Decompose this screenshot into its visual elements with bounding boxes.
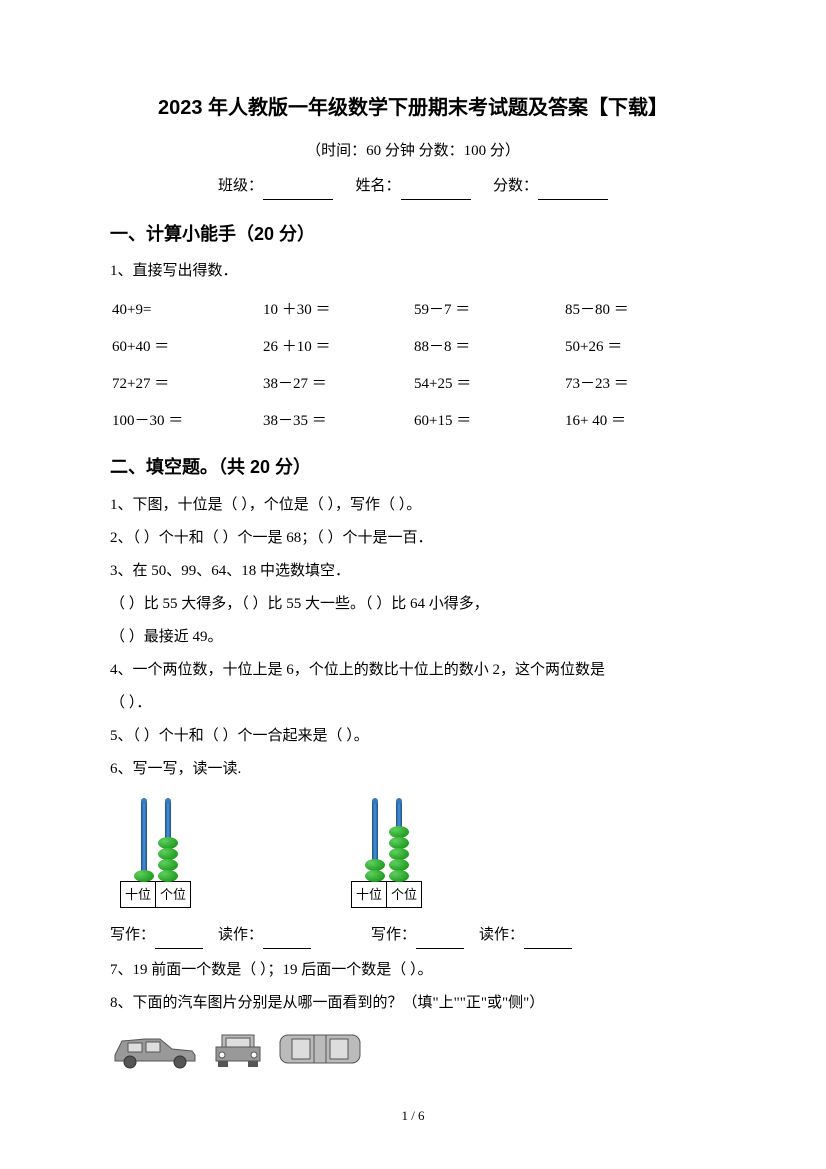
- calc-row: 40+9= 10 ＋30 ＝ 59－7 ＝ 85－80 ＝: [112, 293, 714, 328]
- abacus-ones-rod: [396, 801, 402, 881]
- fill-line: 7、19 前面一个数是（ ）；19 后面一个数是（ ）。: [110, 957, 716, 984]
- section1-heading: 一、计算小能手（20 分）: [110, 218, 716, 250]
- calc-cell: 60+40 ＝: [112, 330, 261, 365]
- abacus-ones-rod: [165, 801, 171, 881]
- car-side-icon: [110, 1027, 200, 1069]
- calc-cell: 38－35 ＝: [263, 404, 412, 439]
- bead-icon: [389, 870, 409, 882]
- page-title: 2023 年人教版一年级数学下册期末考试题及答案【下载】: [110, 90, 716, 126]
- bead-icon: [134, 870, 154, 882]
- calc-cell: 16+ 40 ＝: [565, 404, 714, 439]
- class-label: 班级：: [218, 178, 263, 194]
- calc-cell: 26 ＋10 ＝: [263, 330, 412, 365]
- read-label: 读作：: [218, 927, 263, 943]
- fill-line: （ ）．: [110, 690, 716, 717]
- fill-line: 8、下面的汽车图片分别是从哪一面看到的？（填"上""正"或"侧"）: [110, 990, 716, 1017]
- calc-row: 72+27 ＝ 38－27 ＝ 54+25 ＝ 73－23 ＝: [112, 367, 714, 402]
- fill-line: 4、一个两位数，十位上是 6，个位上的数比十位上的数小 2，这个两位数是: [110, 657, 716, 684]
- fill-line: 6、写一写，读一读.: [110, 756, 716, 783]
- bead-icon: [365, 870, 385, 882]
- write-label: 写作：: [371, 927, 416, 943]
- name-blank: [401, 184, 471, 200]
- fill-line: 2、（ ）个十和（ ）个一是 68；（ ）个十是一百．: [110, 525, 716, 552]
- write-blank: [155, 935, 203, 949]
- bead-icon: [158, 837, 178, 849]
- tens-label: 十位: [121, 882, 156, 907]
- read-blank: [263, 935, 311, 949]
- write-label: 写作：: [110, 927, 155, 943]
- calc-cell: 85－80 ＝: [565, 293, 714, 328]
- fill-line: （ ）比 55 大得多，（ ）比 55 大一些。（ ）比 64 小得多，: [110, 591, 716, 618]
- rod-pin-icon: [396, 798, 402, 804]
- section2-heading: 二、填空题。（共 20 分）: [110, 451, 716, 483]
- bead-icon: [389, 837, 409, 849]
- fill-line: （ ）最接近 49。: [110, 624, 716, 651]
- calc-row: 100－30 ＝ 38－35 ＝ 60+15 ＝ 16+ 40 ＝: [112, 404, 714, 439]
- fill-line: 5、（ ）个十和（ ）个一合起来是（ ）。: [110, 723, 716, 750]
- fill-line: 1、下图，十位是（ ），个位是（ ），写作（ ）。: [110, 492, 716, 519]
- car-images-row: [110, 1027, 716, 1069]
- tens-label: 十位: [352, 882, 387, 907]
- abacus-base: 十位 个位: [351, 881, 422, 908]
- rod-pin-icon: [372, 798, 378, 804]
- abacus-tens-rod: [141, 801, 147, 881]
- bead-icon: [158, 870, 178, 882]
- calc-cell: 10 ＋30 ＝: [263, 293, 412, 328]
- read-blank: [524, 935, 572, 949]
- ones-label: 个位: [387, 882, 421, 907]
- abacus-2: 十位 个位: [351, 801, 422, 908]
- calc-cell: 100－30 ＝: [112, 404, 261, 439]
- calc-cell: 54+25 ＝: [414, 367, 563, 402]
- info-line: 班级： 姓名： 分数：: [110, 173, 716, 200]
- bead-icon: [389, 848, 409, 860]
- calc-cell: 88－8 ＝: [414, 330, 563, 365]
- class-blank: [263, 184, 333, 200]
- calc-row: 60+40 ＝ 26 ＋10 ＝ 88－8 ＝ 50+26 ＝: [112, 330, 714, 365]
- page-number: 1 / 6: [0, 1104, 826, 1127]
- calc-cell: 72+27 ＝: [112, 367, 261, 402]
- calc-cell: 50+26 ＝: [565, 330, 714, 365]
- abacus-row: 十位 个位 十位 个位: [120, 801, 716, 908]
- q1-prefix: 1、直接写出得数．: [110, 258, 716, 285]
- calc-cell: 40+9=: [112, 293, 261, 328]
- abacus-base: 十位 个位: [120, 881, 191, 908]
- calc-cell: 60+15 ＝: [414, 404, 563, 439]
- rod-pin-icon: [165, 798, 171, 804]
- write-blank: [416, 935, 464, 949]
- bead-icon: [365, 859, 385, 871]
- ones-label: 个位: [156, 882, 190, 907]
- bead-icon: [389, 826, 409, 838]
- abacus-tens-rod: [372, 801, 378, 881]
- calc-cell: 38－27 ＝: [263, 367, 412, 402]
- car-top-icon: [276, 1029, 364, 1069]
- fill-line: 3、在 50、99、64、18 中选数填空．: [110, 558, 716, 585]
- rod-pin-icon: [141, 798, 147, 804]
- car-front-icon: [212, 1027, 264, 1069]
- bead-icon: [389, 859, 409, 871]
- calc-cell: 59－7 ＝: [414, 293, 563, 328]
- score-blank: [538, 184, 608, 200]
- score-label: 分数：: [493, 178, 538, 194]
- abacus-1: 十位 个位: [120, 801, 191, 908]
- name-label: 姓名：: [355, 178, 400, 194]
- bead-icon: [158, 848, 178, 860]
- write-read-row: 写作： 读作： 写作： 读作：: [110, 922, 716, 949]
- subtitle: （时间：60 分钟 分数：100 分）: [110, 138, 716, 165]
- calc-table: 40+9= 10 ＋30 ＝ 59－7 ＝ 85－80 ＝ 60+40 ＝ 26…: [110, 291, 716, 441]
- bead-icon: [158, 859, 178, 871]
- calc-cell: 73－23 ＝: [565, 367, 714, 402]
- read-label: 读作：: [479, 927, 524, 943]
